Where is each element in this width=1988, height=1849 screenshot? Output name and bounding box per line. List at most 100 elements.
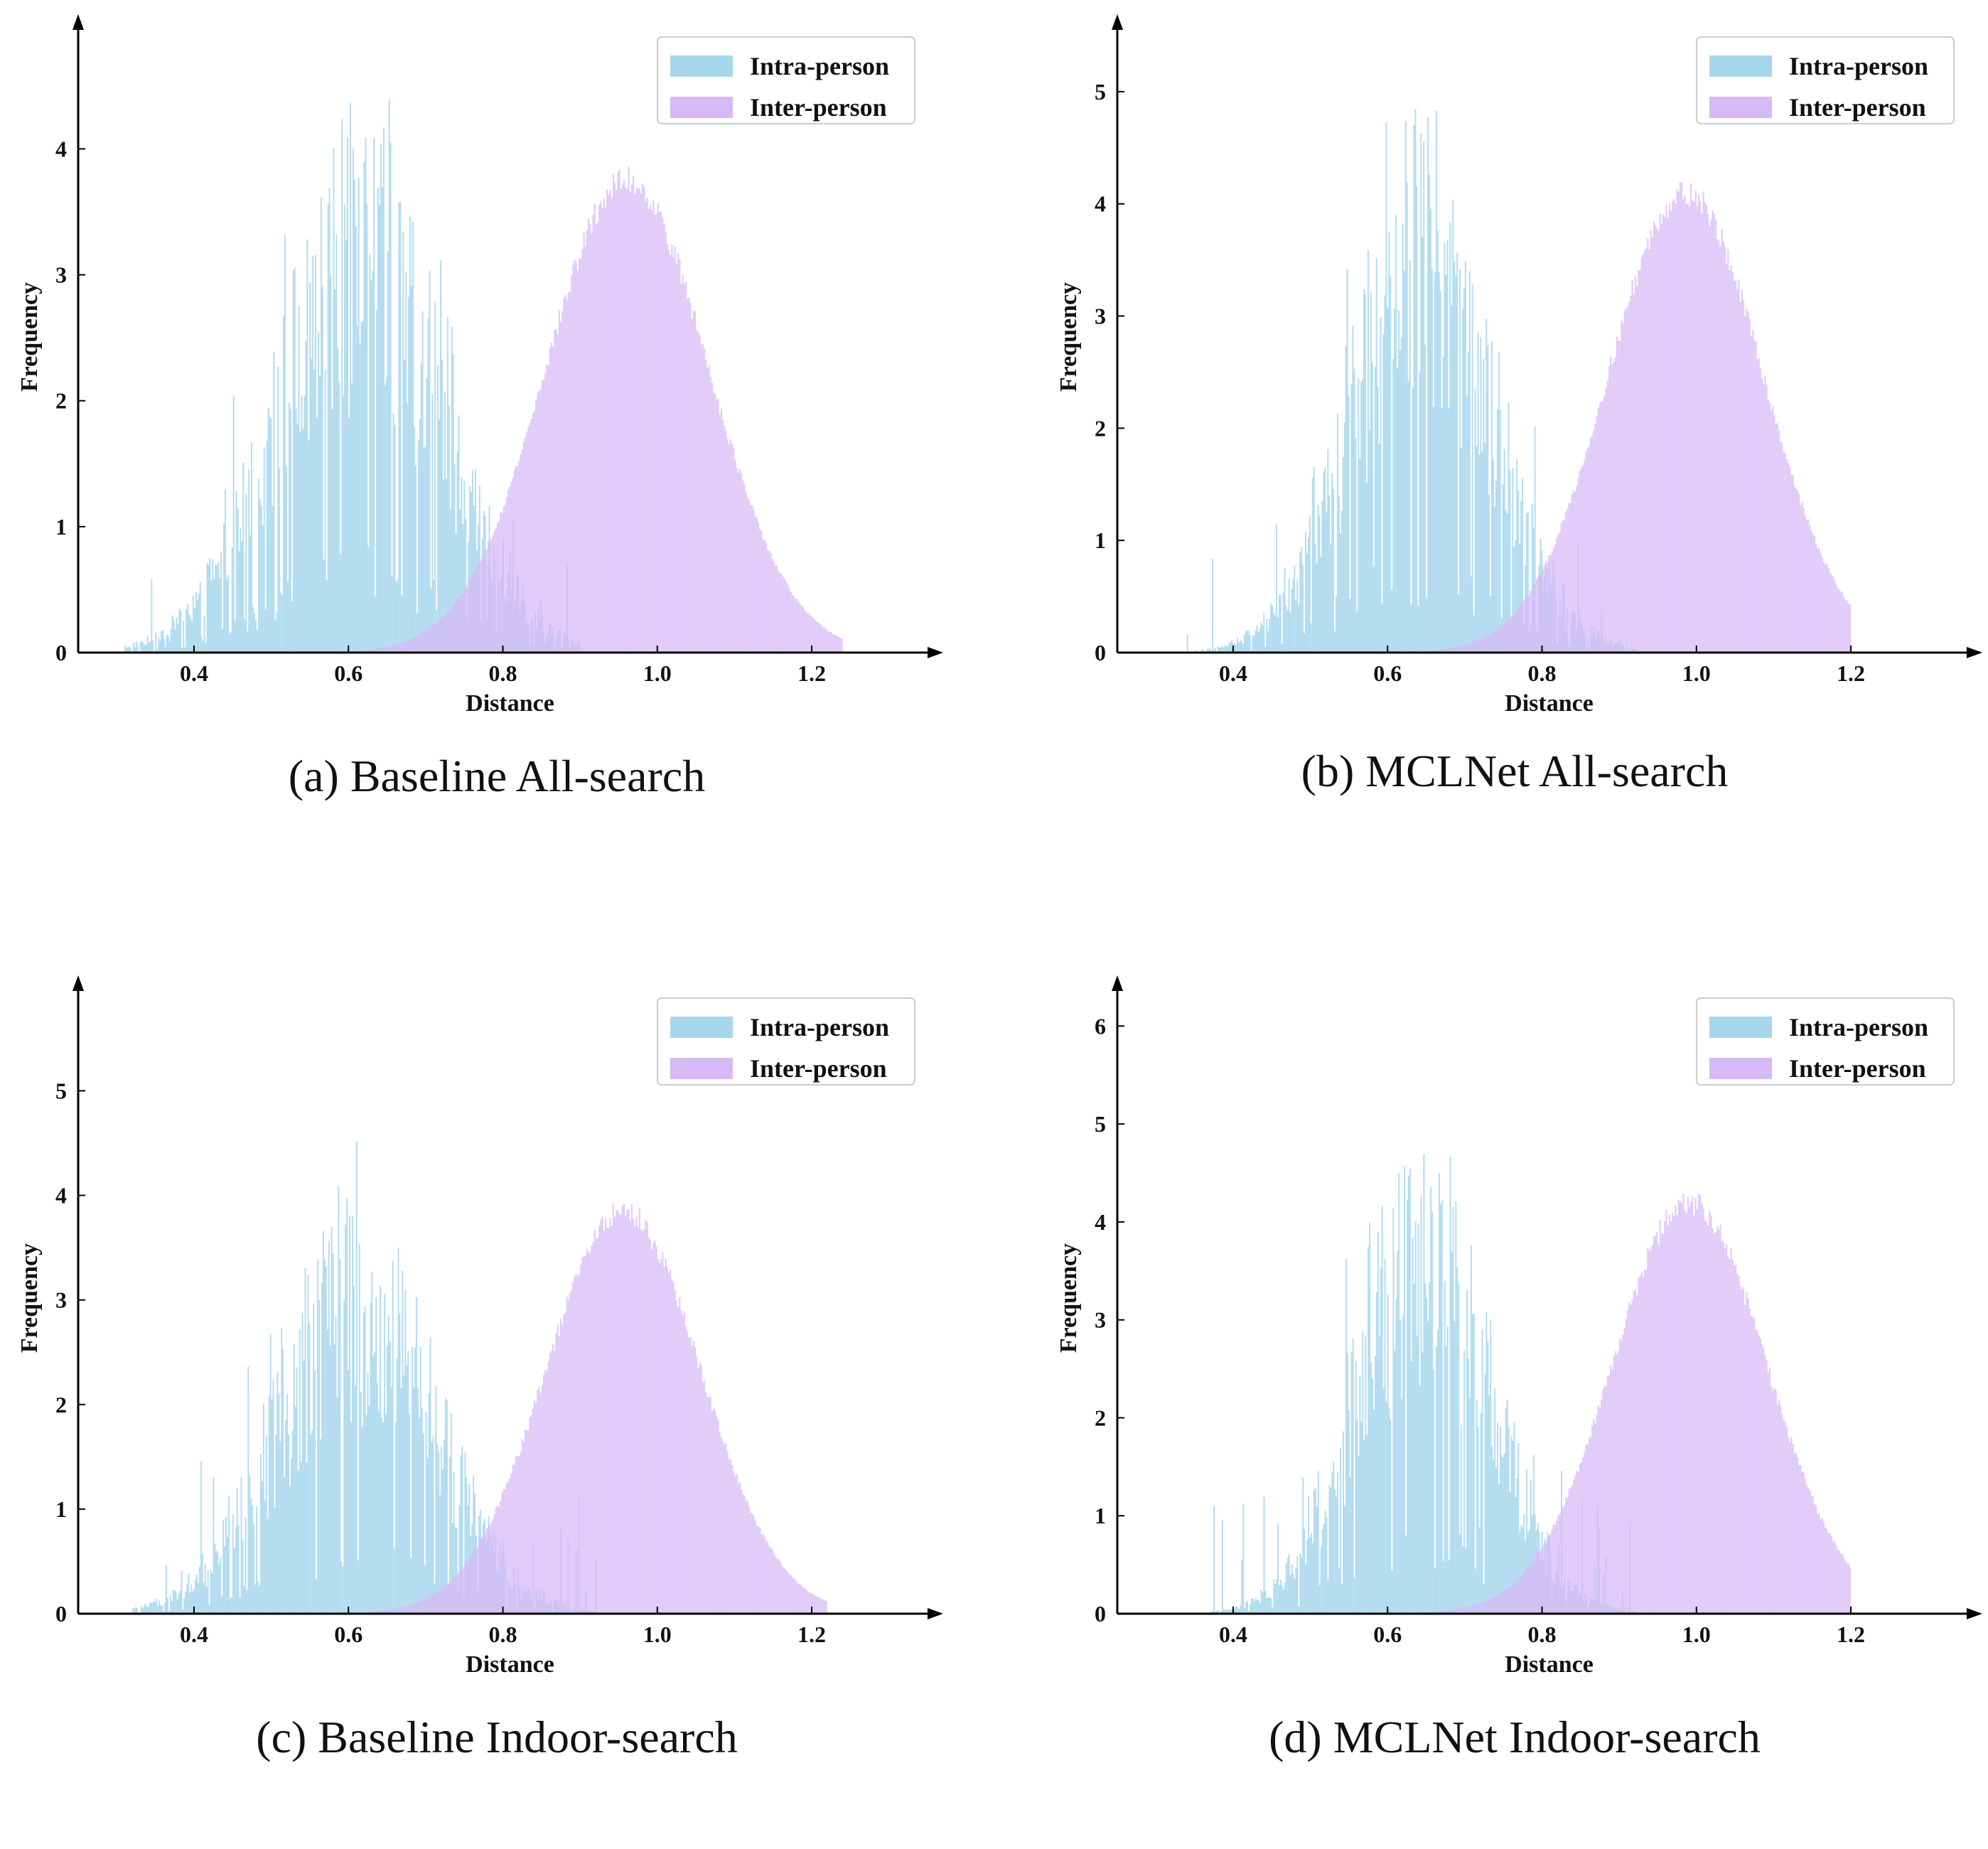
hist-bar (493, 1514, 495, 1614)
hist-bar (1444, 648, 1446, 653)
hist-bar (274, 620, 276, 653)
hist-bar (1727, 1256, 1729, 1614)
hist-bar (1235, 1605, 1237, 1614)
hist-bar (1420, 134, 1422, 653)
hist-bar (373, 138, 375, 653)
hist-bar (1262, 1592, 1264, 1614)
hist-bar (144, 1603, 146, 1614)
hist-bar (1512, 468, 1514, 653)
hist-bar (425, 1411, 427, 1614)
hist-bar (1812, 1496, 1814, 1614)
hist-bar (500, 1501, 502, 1614)
hist-bar (571, 275, 573, 653)
hist-bar (1278, 595, 1280, 653)
hist-bar (164, 1602, 166, 1614)
hist-bar (733, 1471, 735, 1614)
hist-bar (1381, 603, 1383, 653)
hist-bar (1838, 589, 1840, 653)
hist-bar (1606, 1375, 1608, 1614)
hist-bar (163, 1611, 165, 1614)
hist-bar (645, 201, 647, 653)
hist-bar (1519, 543, 1521, 653)
hist-bar (294, 267, 296, 653)
hist-bar (492, 1518, 494, 1614)
hist-bar (1388, 1408, 1390, 1614)
hist-bar (1647, 1248, 1649, 1614)
hist-bar (1508, 1427, 1510, 1614)
hist-bar (256, 630, 258, 653)
hist-bar (621, 184, 623, 653)
hist-bar (1282, 592, 1284, 653)
hist-bar (346, 1198, 348, 1614)
hist-bar (329, 1346, 331, 1614)
hist-bar (317, 1259, 319, 1614)
hist-bar (246, 1590, 248, 1614)
hist-bar (446, 1585, 448, 1614)
hist-bar (1677, 191, 1680, 653)
hist-bar (1416, 186, 1418, 653)
hist-bar (1446, 1326, 1449, 1614)
hist-bar (1795, 488, 1797, 653)
hist-bar (409, 217, 412, 653)
hist-bar (1476, 1604, 1478, 1614)
hist-bar (1509, 617, 1512, 653)
hist-bar (1511, 1583, 1513, 1614)
hist-bar (687, 1331, 689, 1614)
hist-bar (1438, 1173, 1440, 1614)
hist-bar (1398, 310, 1399, 653)
hist-bar (1781, 1413, 1783, 1614)
hist-bar (180, 611, 182, 653)
hist-bar (1438, 272, 1440, 653)
hist-bar (1588, 446, 1590, 653)
hist-bar (1839, 1553, 1842, 1614)
hist-bar (1274, 1583, 1277, 1614)
hist-bar (183, 621, 185, 653)
hist-bar (1701, 213, 1703, 653)
hist-bar (1625, 1319, 1627, 1614)
hist-bar (401, 643, 403, 653)
hist-bar (449, 509, 451, 653)
hist-bar (1368, 1247, 1370, 1614)
hist-bar (1655, 1236, 1657, 1614)
hist-bar (394, 1608, 397, 1614)
hist-bar (1530, 590, 1532, 653)
hist-bar (488, 1525, 491, 1614)
hist-bar (725, 431, 727, 653)
hist-bar (505, 497, 508, 653)
hist-bar (666, 244, 668, 653)
hist-bar (431, 1594, 434, 1614)
hist-bar (1495, 630, 1498, 653)
hist-bar (1382, 1388, 1385, 1614)
hist-bar (1603, 1385, 1606, 1614)
hist-bar (714, 1410, 716, 1614)
hist-bar (657, 1260, 659, 1614)
hist-bar (738, 1481, 741, 1614)
hist-bar (808, 613, 810, 653)
hist-bar (1712, 1228, 1714, 1614)
hist-bar (1593, 429, 1595, 653)
hist-bar (1589, 1437, 1592, 1614)
hist-bar (588, 1253, 590, 1614)
hist-bar (711, 382, 713, 653)
hist-bar (819, 1597, 822, 1614)
hist-bar (1758, 358, 1760, 653)
hist-bar (1424, 1283, 1426, 1614)
hist-bar (312, 255, 314, 653)
hist-bar (1753, 1318, 1756, 1614)
hist-bar (363, 650, 366, 653)
hist-bar (1716, 239, 1719, 653)
hist-bar (156, 1598, 158, 1614)
hist-bar (1523, 1513, 1525, 1614)
chart-b: 0.4 0.6 0.8 1.0 1.2012345DistanceFrequencyIn… (1055, 14, 1982, 717)
hist-bar (1420, 1196, 1422, 1614)
hist-bar (1502, 484, 1504, 653)
hist-bar (1664, 1221, 1666, 1614)
hist-bar (185, 1591, 187, 1614)
hist-bar (1549, 555, 1552, 653)
hist-bar (210, 1570, 212, 1614)
hist-bar (702, 344, 704, 653)
hist-bar (765, 1540, 768, 1614)
hist-bar (524, 437, 527, 653)
hist-bar (791, 1577, 793, 1614)
